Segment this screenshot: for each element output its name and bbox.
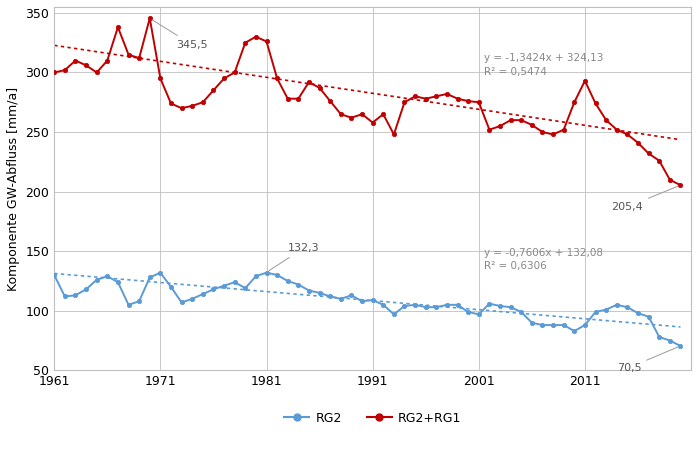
Line: RG2+RG1: RG2+RG1 [52, 16, 683, 188]
Legend: RG2, RG2+RG1: RG2, RG2+RG1 [279, 407, 466, 430]
RG2 [241, 285, 249, 291]
RG2+RG1 [262, 39, 271, 44]
RG2+RG1 [167, 100, 175, 106]
RG2 [50, 272, 59, 278]
RG2 [167, 284, 175, 290]
RG2+RG1 [146, 15, 154, 21]
RG2+RG1 [273, 75, 281, 81]
RG2 [262, 270, 271, 275]
Text: 205,4: 205,4 [611, 186, 678, 212]
Text: R² = 0,5474: R² = 0,5474 [484, 67, 547, 76]
RG2 [676, 343, 685, 349]
RG2 [220, 283, 228, 288]
RG2+RG1 [241, 40, 249, 45]
Text: 70,5: 70,5 [617, 347, 678, 373]
RG2+RG1 [50, 70, 59, 75]
RG2+RG1 [220, 75, 228, 81]
RG2 [273, 272, 281, 278]
RG2 [156, 270, 165, 275]
Text: y = -1,3424x + 324,13: y = -1,3424x + 324,13 [484, 53, 604, 63]
RG2+RG1 [676, 182, 685, 188]
Text: 345,5: 345,5 [152, 20, 208, 50]
RG2 [454, 302, 462, 307]
Y-axis label: Komponente GW-Abfluss [mm/a]: Komponente GW-Abfluss [mm/a] [7, 87, 20, 291]
Text: 132,3: 132,3 [269, 243, 320, 271]
RG2+RG1 [454, 96, 462, 101]
Line: RG2: RG2 [52, 270, 683, 348]
Text: y = -0,7606x + 132,08: y = -0,7606x + 132,08 [484, 248, 603, 257]
Text: R² = 0,6306: R² = 0,6306 [484, 261, 547, 271]
